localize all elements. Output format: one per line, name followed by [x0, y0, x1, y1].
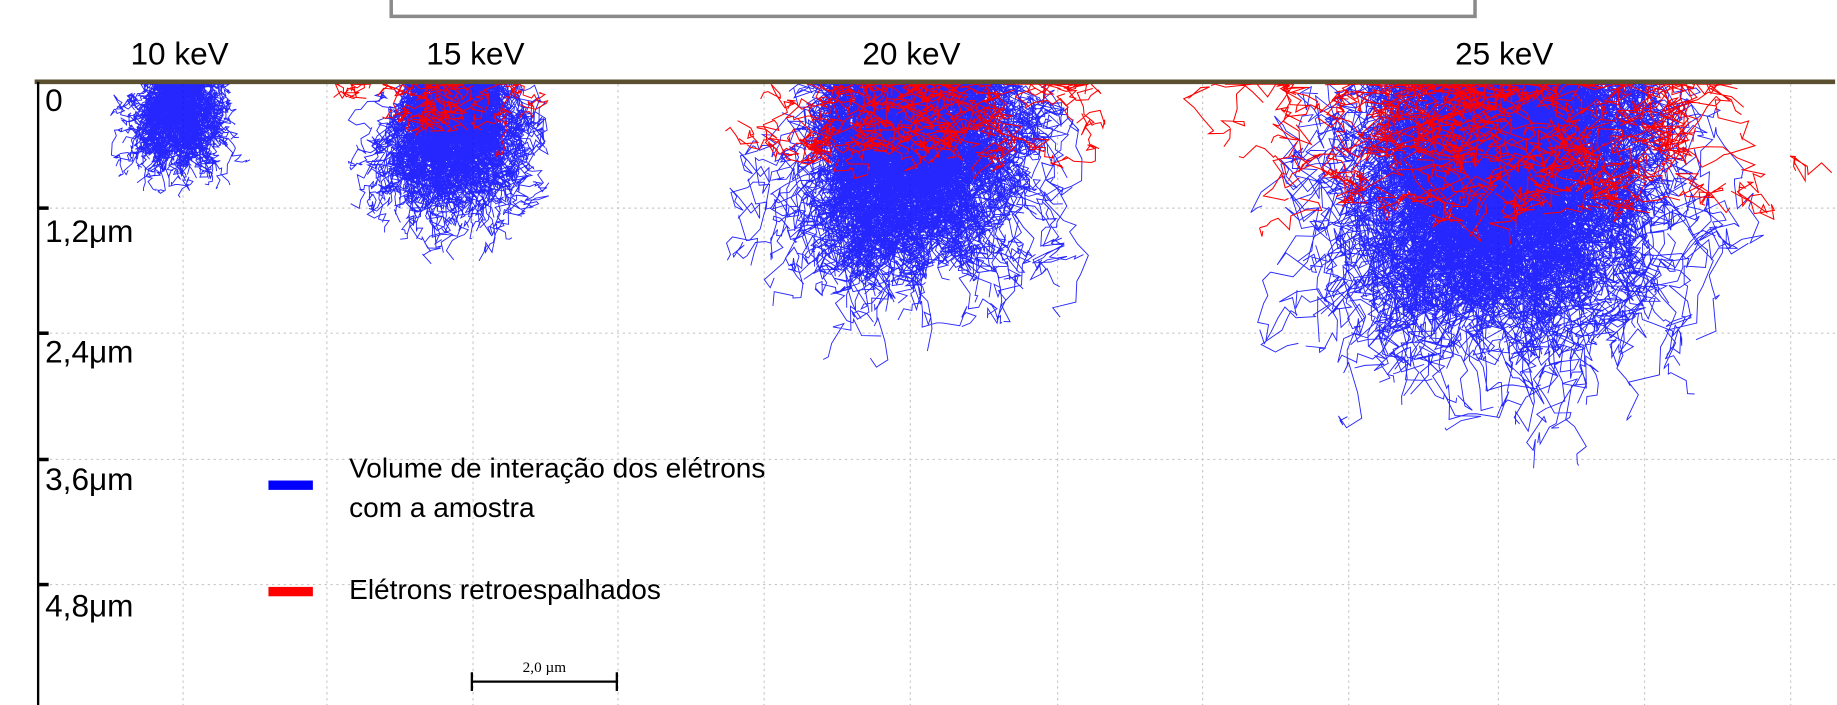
interaction-volume: [727, 84, 1089, 367]
legend-swatch: [268, 481, 312, 490]
scale-bar: 2,0 µm: [472, 659, 617, 691]
energy-label: 25 keV: [1455, 35, 1553, 71]
energy-label: 15 keV: [426, 35, 524, 71]
depth-label: 4,8μm: [45, 587, 133, 623]
legend-label: Volume de interação dos elétrons: [349, 452, 765, 483]
depth-label: 1,2μm: [45, 213, 133, 249]
figure: 10 keV 15 keV 20 keV 25 keV 0 1,2μm 2,4μm 3,6μm…: [0, 0, 1837, 705]
scale-label: 2,0 µm: [523, 659, 567, 676]
trajectories: [110, 84, 1831, 468]
legend-label: com a amostra: [349, 492, 535, 523]
interaction-volume: [110, 84, 249, 197]
title-box: [391, 0, 1475, 16]
energy-label: 20 keV: [862, 35, 960, 71]
labels: 10 keV 15 keV 20 keV 25 keV 0 1,2μm 2,4μm 3,6μm…: [45, 35, 1553, 623]
depth-label: 3,6μm: [45, 461, 133, 497]
legend-label: Elétrons retroespalhados: [349, 574, 661, 605]
legend-swatch: [268, 587, 312, 596]
energy-label: 10 keV: [130, 35, 228, 71]
page: {"energies": ["10 keV", "15 keV", "20 ke…: [0, 0, 1837, 705]
depth-label: 0: [45, 82, 63, 118]
depth-label: 2,4μm: [45, 334, 133, 370]
